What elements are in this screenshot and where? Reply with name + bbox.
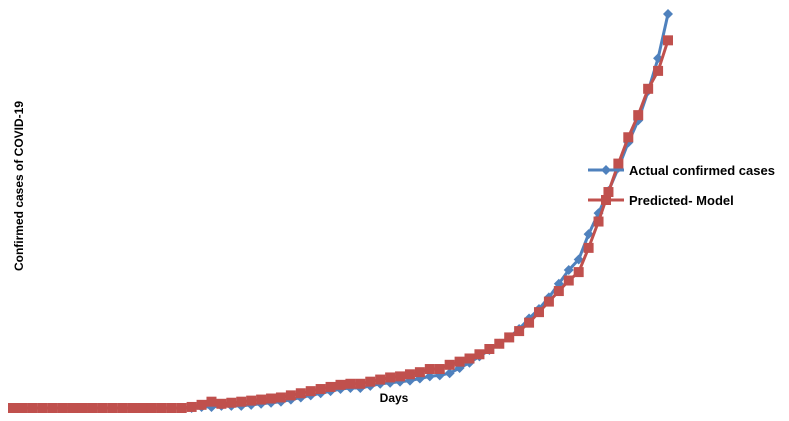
data-point	[603, 187, 614, 198]
legend: Actual confirmed cases Predicted- Model	[588, 163, 775, 208]
data-point	[583, 229, 594, 240]
data-point	[424, 364, 435, 375]
data-point	[563, 275, 574, 286]
data-point	[533, 307, 544, 318]
data-point	[315, 384, 326, 395]
data-point	[246, 395, 257, 406]
data-point	[266, 393, 277, 404]
data-point	[494, 338, 505, 349]
data-point	[414, 367, 425, 378]
data-point	[454, 356, 465, 367]
data-point	[633, 110, 644, 121]
data-point	[156, 403, 167, 413]
data-point	[137, 403, 148, 413]
data-point	[385, 372, 396, 383]
data-point	[365, 376, 376, 387]
data-point	[593, 216, 604, 227]
data-point	[256, 394, 267, 405]
data-point	[464, 353, 475, 364]
y-axis-label: Confirmed cases of COVID-19	[12, 101, 26, 271]
data-point	[524, 317, 535, 328]
data-point	[206, 396, 217, 407]
series-actual-confirmed-cases	[8, 9, 673, 413]
data-point	[484, 344, 495, 355]
data-point	[345, 378, 356, 389]
data-point	[613, 158, 624, 169]
data-point	[27, 403, 38, 413]
data-point	[186, 401, 197, 412]
data-point	[623, 132, 634, 143]
series-line	[13, 39, 670, 410]
data-point	[444, 368, 455, 379]
data-point	[663, 35, 673, 46]
data-point	[285, 390, 296, 401]
series-predicted-model	[8, 35, 673, 413]
legend-item: Actual confirmed cases	[588, 163, 775, 178]
plot-area	[8, 9, 673, 413]
data-point	[47, 403, 58, 413]
data-point	[146, 403, 157, 413]
data-point	[474, 349, 485, 360]
data-point	[87, 403, 98, 413]
data-point	[57, 403, 68, 413]
data-point	[573, 267, 584, 278]
data-point	[77, 403, 88, 413]
data-point	[643, 83, 654, 94]
data-point	[395, 371, 406, 382]
data-point	[653, 65, 664, 76]
data-point	[107, 403, 118, 413]
data-point	[583, 242, 594, 253]
data-point	[67, 403, 78, 413]
data-point	[335, 379, 346, 390]
data-point	[305, 386, 316, 397]
data-point	[226, 397, 237, 408]
legend-marker	[601, 165, 611, 175]
data-point	[504, 332, 515, 343]
legend-marker	[601, 195, 611, 205]
data-point	[196, 399, 207, 410]
data-point	[176, 403, 187, 413]
data-point	[663, 9, 673, 19]
legend-label: Predicted- Model	[629, 193, 734, 208]
data-point	[404, 369, 415, 380]
data-point	[514, 326, 525, 337]
data-point	[236, 396, 247, 407]
series-layer	[8, 9, 673, 413]
data-point	[325, 381, 336, 392]
data-point	[375, 374, 386, 385]
data-point	[97, 403, 108, 413]
data-point	[434, 364, 445, 375]
data-point	[8, 403, 18, 413]
data-point	[553, 286, 564, 297]
data-point	[37, 403, 48, 413]
legend-label: Actual confirmed cases	[629, 163, 775, 178]
data-point	[275, 392, 286, 403]
data-point	[573, 254, 584, 265]
series-line	[13, 13, 670, 410]
data-point	[216, 398, 227, 409]
legend-item: Predicted- Model	[588, 193, 734, 208]
data-point	[543, 296, 554, 307]
data-point	[117, 403, 128, 413]
data-point	[295, 388, 306, 399]
data-point	[563, 264, 574, 275]
data-point	[166, 403, 177, 413]
data-point	[355, 378, 366, 389]
x-axis-label: Days	[380, 391, 409, 405]
data-point	[127, 403, 138, 413]
data-point	[17, 403, 28, 413]
data-point	[444, 359, 455, 370]
